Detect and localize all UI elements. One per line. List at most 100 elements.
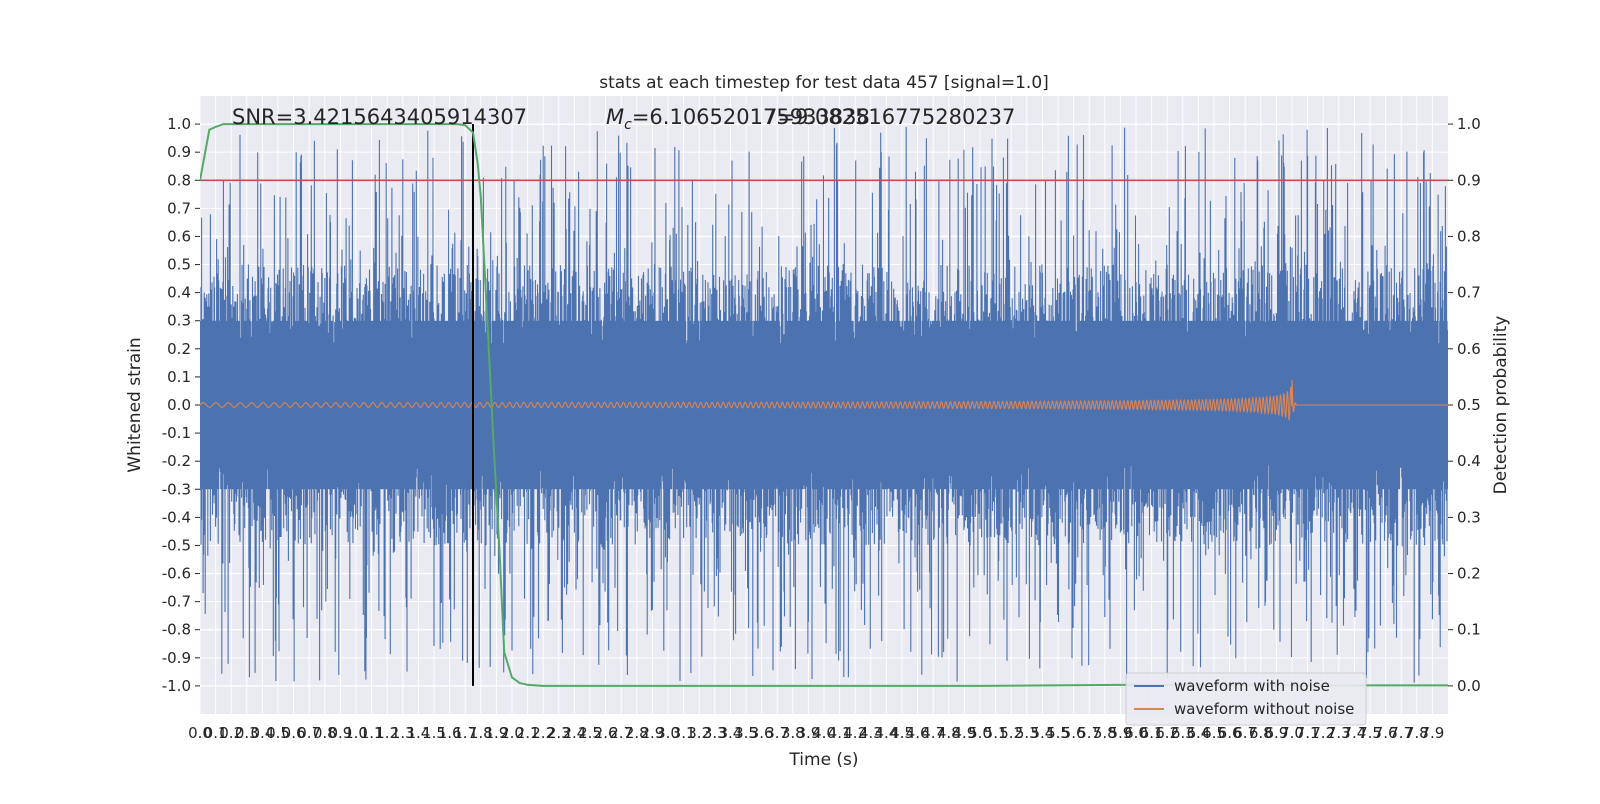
x-tick-label: 5.0 <box>968 724 992 742</box>
x-tick-label: 4.6 <box>906 724 930 742</box>
x-tick-label: 6.6 <box>1218 724 1242 742</box>
x-tick-label: 5.6 <box>1062 724 1086 742</box>
x-tick-label: 3.5 <box>734 724 758 742</box>
legend-label-noise: waveform with noise <box>1174 677 1330 695</box>
y-tick-label: -0.6 <box>162 565 191 583</box>
y-tick-label: -0.8 <box>162 621 191 639</box>
x-tick-label: 2.5 <box>578 724 602 742</box>
x-tick-label: 0.5 <box>266 724 290 742</box>
snr-annotation: SNR=3.4215643405914307 <box>232 105 527 129</box>
x-tick-label: 2.3 <box>547 724 571 742</box>
y-tick-label: 1.0 <box>167 115 191 133</box>
x-tick-label: 1.4 <box>406 724 430 742</box>
y-tick-label: -0.2 <box>162 452 191 470</box>
y-right-tick-label: 1.0 <box>1457 115 1481 133</box>
x-tick-label: 7.0 <box>1280 724 1304 742</box>
x-tick-label: 3.0 <box>656 724 680 742</box>
legend-box <box>1125 672 1367 726</box>
x-tick-label: 1.6 <box>438 724 462 742</box>
x-tick-label: 4.9 <box>952 724 976 742</box>
y-tick-label: -1.0 <box>162 677 191 695</box>
x-tick-label: 0.7 <box>297 724 321 742</box>
x-tick-label: 0.0 <box>188 724 212 742</box>
y-right-tick-label: 0.9 <box>1457 171 1481 189</box>
x-tick-label: 0.9 <box>328 724 352 742</box>
y-right-tick-label: 0.4 <box>1457 452 1481 470</box>
y-tick-label: -0.5 <box>162 536 191 554</box>
x-tick-label: 6.3 <box>1171 724 1195 742</box>
x-tick-label: 4.7 <box>921 724 945 742</box>
y-right-tick-label: 0.8 <box>1457 227 1481 245</box>
x-tick-label: 0.1 <box>204 724 228 742</box>
y-right-tick-label: 0.5 <box>1457 396 1481 414</box>
y-tick-label: -0.3 <box>162 480 191 498</box>
y-tick-label: 0.9 <box>167 143 191 161</box>
y-tick-label: -0.9 <box>162 649 191 667</box>
chirp-mass-symbol: M <box>606 105 624 129</box>
y-tick-label: -0.7 <box>162 593 191 611</box>
y-tick-label: 0.0 <box>167 396 191 414</box>
x-tick-label: 6.7 <box>1233 724 1257 742</box>
x-tick-label: 6.1 <box>1140 724 1164 742</box>
y-tick-label: 0.4 <box>167 284 191 302</box>
x-tick-label: 1.1 <box>360 724 384 742</box>
x-tick-label: 1.9 <box>484 724 508 742</box>
x-tick-label: 5.3 <box>1015 724 1039 742</box>
x-tick-label: 5.9 <box>1108 724 1132 742</box>
x-tick-label: 3.8 <box>781 724 805 742</box>
x-tick-label: 4.2 <box>843 724 867 742</box>
x-tick-label: 2.2 <box>531 724 555 742</box>
chart-title: stats at each timestep for test data 457… <box>599 73 1049 93</box>
x-tick-label: 2.4 <box>562 724 586 742</box>
x-tick-label: 4.5 <box>890 724 914 742</box>
x-tick-label: 6.0 <box>1124 724 1148 742</box>
series-layer <box>200 123 1448 687</box>
x-tick-label: 0.8 <box>313 724 337 742</box>
x-tick-label: 7.6 <box>1374 724 1398 742</box>
series-waveform-without-noise <box>200 379 1448 421</box>
y-axis-label: Whitened strain <box>125 337 145 472</box>
x-tick-label: 0.3 <box>235 724 259 742</box>
y-axis-right-label: Detection probability <box>1491 316 1511 495</box>
x-tick-label: 2.7 <box>609 724 633 742</box>
y-tick-label: 0.3 <box>167 312 191 330</box>
x-tick-label: 3.4 <box>718 724 742 742</box>
x-tick-label: 3.3 <box>703 724 727 742</box>
x-tick-label: 3.7 <box>765 724 789 742</box>
y-tick-label: 0.6 <box>167 227 191 245</box>
x-tick-label: 2.0 <box>500 724 524 742</box>
y-tick-label: 0.7 <box>167 199 191 217</box>
x-tick-label: 7.3 <box>1327 724 1351 742</box>
overlap-annotation: 7=9.082516775280237 <box>764 105 1015 129</box>
x-tick-label: 0.4 <box>250 724 274 742</box>
y-tick-label: 0.8 <box>167 171 191 189</box>
x-tick-label: 2.6 <box>594 724 618 742</box>
x-tick-label: 4.1 <box>828 724 852 742</box>
chirp-mass-subscript: c <box>624 117 632 133</box>
chirp-mass-value: =6.106520175933838 <box>632 105 870 129</box>
series-detection-probability <box>200 123 1448 687</box>
y-tick-label: 0.1 <box>167 368 191 386</box>
x-tick-label: 4.8 <box>937 724 961 742</box>
x-tick-label: 4.0 <box>812 724 836 742</box>
x-tick-label: 1.7 <box>453 724 477 742</box>
y-right-tick-label: 0.3 <box>1457 508 1481 526</box>
x-tick-label: 6.2 <box>1155 724 1179 742</box>
x-tick-label: 1.3 <box>391 724 415 742</box>
y-right-tick-label: 0.2 <box>1457 565 1481 583</box>
x-tick-label: 1.5 <box>422 724 446 742</box>
legend: waveform with noise waveform without noi… <box>1125 672 1367 726</box>
x-tick-label: 6.5 <box>1202 724 1226 742</box>
x-tick-label: 5.8 <box>1093 724 1117 742</box>
x-tick-label: 2.1 <box>516 724 540 742</box>
x-tick-label: 1.0 <box>344 724 368 742</box>
x-tick-label: 5.1 <box>984 724 1008 742</box>
x-tick-label: 3.1 <box>672 724 696 742</box>
x-tick-label: 7.1 <box>1296 724 1320 742</box>
y-right-tick-label: 0.6 <box>1457 340 1481 358</box>
x-tick-label: 0.6 <box>282 724 306 742</box>
x-tick-label: 2.9 <box>640 724 664 742</box>
chirp-mass-annotation: Mc=6.106520175933838 <box>606 105 870 133</box>
